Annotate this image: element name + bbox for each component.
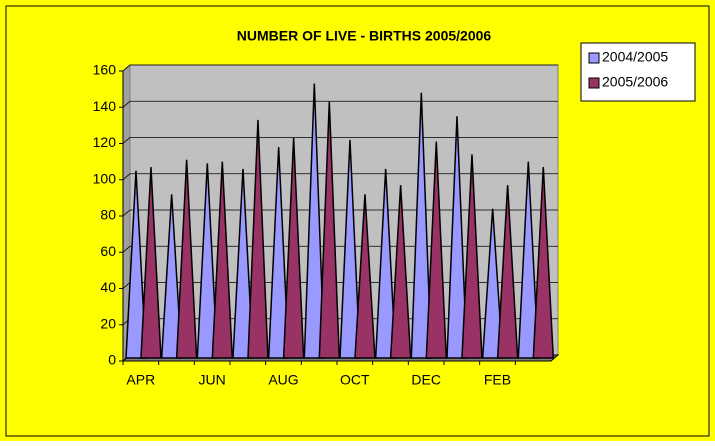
cone xyxy=(175,159,198,359)
legend-swatch xyxy=(588,77,600,89)
x-tick-label: DEC xyxy=(411,372,441,388)
y-tick-label: 160 xyxy=(93,62,117,78)
legend xyxy=(580,42,696,102)
cone xyxy=(354,194,376,359)
cone xyxy=(318,101,341,359)
cone xyxy=(446,116,468,359)
legend-swatch xyxy=(588,52,600,64)
x-tick-label: APR xyxy=(126,372,155,388)
grid-line xyxy=(122,209,558,217)
cone xyxy=(211,161,234,359)
legend-label: 2004/2005 xyxy=(602,49,668,65)
cone xyxy=(140,167,162,359)
y-tick-label: 80 xyxy=(100,207,116,223)
cone xyxy=(389,185,412,359)
cone xyxy=(303,83,326,359)
grid-line xyxy=(122,173,558,181)
x-tick-label: OCT xyxy=(340,372,370,388)
grid-line xyxy=(122,100,558,108)
cone xyxy=(374,168,397,359)
cone xyxy=(517,161,540,359)
grid-line xyxy=(122,137,558,144)
y-tick-label: 60 xyxy=(100,243,116,259)
cone xyxy=(339,139,361,359)
x-tick-label: AUG xyxy=(268,372,298,388)
y-tick-label: 20 xyxy=(100,315,116,331)
x-tick-label: FEB xyxy=(484,372,511,388)
cone xyxy=(481,208,504,359)
chart-title: NUMBER OF LIVE - BIRTHS 2005/2006 xyxy=(237,28,492,44)
cone xyxy=(461,154,483,359)
cone xyxy=(282,138,305,359)
cone xyxy=(496,185,519,359)
cone xyxy=(267,147,290,359)
cone xyxy=(410,92,433,359)
cone xyxy=(160,194,183,359)
cone xyxy=(425,141,448,359)
legend-label: 2005/2006 xyxy=(602,74,668,90)
cone xyxy=(247,119,269,359)
cone xyxy=(232,168,254,359)
y-tick-label: 100 xyxy=(93,170,117,186)
y-tick-label: 120 xyxy=(93,134,117,150)
chart-border xyxy=(5,5,710,437)
grid-line xyxy=(122,64,558,72)
cone xyxy=(532,167,555,359)
y-tick-label: 0 xyxy=(108,352,116,368)
cone xyxy=(196,163,219,359)
y-tick-label: 40 xyxy=(100,279,116,295)
cone xyxy=(125,170,147,359)
y-tick-label: 140 xyxy=(93,98,117,114)
x-tick-label: JUN xyxy=(199,372,226,388)
